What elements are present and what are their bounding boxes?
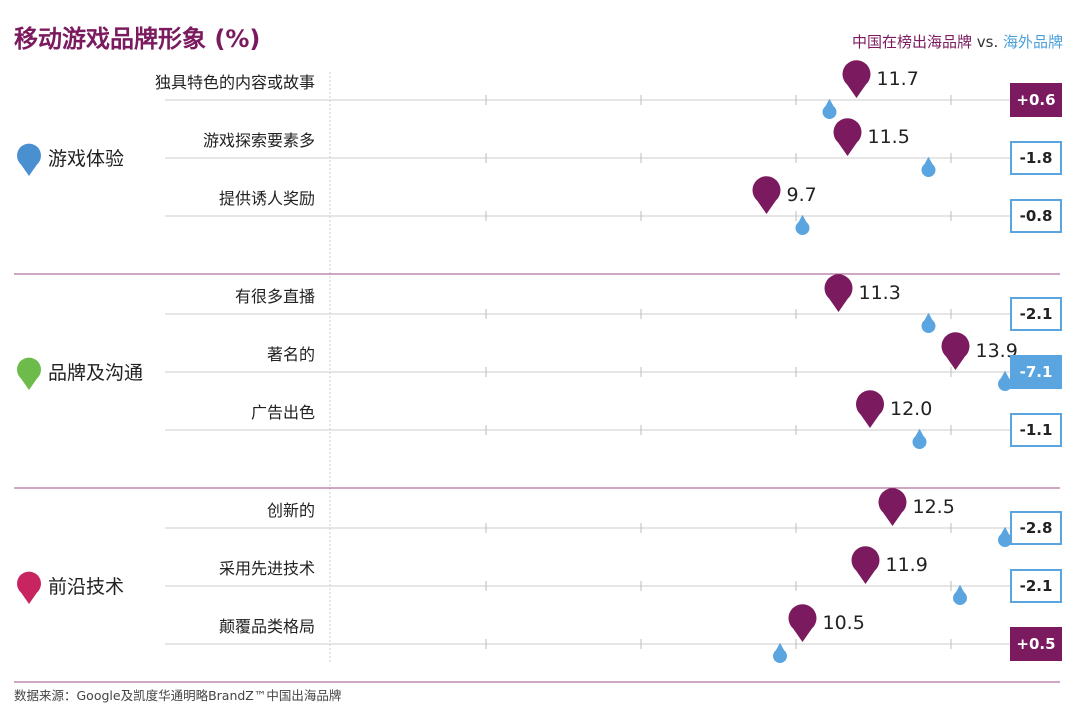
china-brand-marker xyxy=(842,60,871,98)
legend-china-brands: 中国在榜出海品牌 xyxy=(852,33,972,51)
diff-badge xyxy=(1010,83,1062,117)
china-value-label: 11.5 xyxy=(868,126,910,148)
chart-title: 移动游戏品牌形象 (%) xyxy=(14,25,260,53)
diff-value: -2.8 xyxy=(1020,519,1053,537)
china-value-label: 12.5 xyxy=(913,496,955,518)
china-brand-marker xyxy=(824,274,853,312)
item-label: 采用先进技术 xyxy=(219,559,315,578)
diff-badge xyxy=(1010,355,1062,389)
diff-badge xyxy=(1010,569,1062,603)
drop-blue-icon xyxy=(17,143,41,176)
diff-value: -1.8 xyxy=(1020,149,1053,167)
china-brand-marker xyxy=(856,390,884,428)
overseas-brand-marker xyxy=(953,584,967,605)
china-brand-marker xyxy=(833,118,862,156)
item-label: 提供诱人奖励 xyxy=(219,189,315,208)
diff-value: -7.1 xyxy=(1020,363,1053,381)
diff-badge xyxy=(1010,413,1062,447)
diff-value: -0.8 xyxy=(1020,207,1053,225)
legend-overseas-brands: 海外品牌 xyxy=(1003,33,1063,51)
category-label: 前沿技术 xyxy=(48,576,124,598)
diff-value: -2.1 xyxy=(1020,305,1053,323)
legend: 中国在榜出海品牌 vs. 海外品牌 xyxy=(852,33,1063,51)
china-value-label: 12.0 xyxy=(890,398,932,420)
diff-badge xyxy=(1010,297,1062,331)
item-label: 独具特色的内容或故事 xyxy=(155,73,315,92)
item-label: 游戏探索要素多 xyxy=(203,131,315,150)
overseas-brand-marker xyxy=(998,526,1013,547)
diff-badge xyxy=(1010,511,1062,545)
china-brand-marker xyxy=(788,604,817,642)
diff-value: +0.6 xyxy=(1016,91,1055,109)
china-value-label: 11.9 xyxy=(886,554,928,576)
diff-badge xyxy=(1010,199,1062,233)
category-label: 游戏体验 xyxy=(48,148,124,170)
diff-badge xyxy=(1010,141,1062,175)
china-value-label: 11.3 xyxy=(859,282,901,304)
source-note: 数据来源：Google及凯度华通明略BrandZ™中国出海品牌 xyxy=(14,688,341,703)
diff-badge xyxy=(1010,627,1062,661)
china-value-label: 9.7 xyxy=(787,184,817,206)
diff-value: -1.1 xyxy=(1020,421,1053,439)
overseas-brand-marker xyxy=(921,156,936,177)
overseas-brand-marker xyxy=(822,98,837,120)
drop-red-icon xyxy=(17,571,41,604)
diff-value: +0.5 xyxy=(1016,635,1055,653)
item-label: 有很多直播 xyxy=(235,287,315,306)
category-label: 品牌及沟通 xyxy=(48,362,143,384)
diff-value: -2.1 xyxy=(1020,577,1053,595)
item-label: 著名的 xyxy=(267,345,315,364)
overseas-brand-marker xyxy=(912,428,927,450)
china-value-label: 10.5 xyxy=(823,612,865,634)
drop-green-icon xyxy=(17,357,42,390)
chart-marks: 游戏体验 独具特色的内容或故事 11.7 +0.6 游戏探索要素多 11.5 -1.8 提供诱… xyxy=(14,60,1062,664)
china-value-label: 13.9 xyxy=(976,340,1018,362)
item-label: 创新的 xyxy=(267,501,315,520)
legend-vs: vs. xyxy=(972,33,1003,51)
overseas-brand-marker xyxy=(921,312,936,333)
overseas-brand-marker xyxy=(795,214,810,235)
china-value-label: 11.7 xyxy=(877,68,919,90)
item-label: 颠覆品类格局 xyxy=(219,617,315,636)
item-label: 广告出色 xyxy=(251,403,315,422)
overseas-brand-marker xyxy=(773,642,787,664)
china-brand-marker xyxy=(878,488,907,526)
china-brand-marker xyxy=(752,176,781,214)
overseas-brand-marker xyxy=(998,370,1013,392)
china-brand-marker xyxy=(941,332,970,370)
china-brand-marker xyxy=(851,546,880,584)
